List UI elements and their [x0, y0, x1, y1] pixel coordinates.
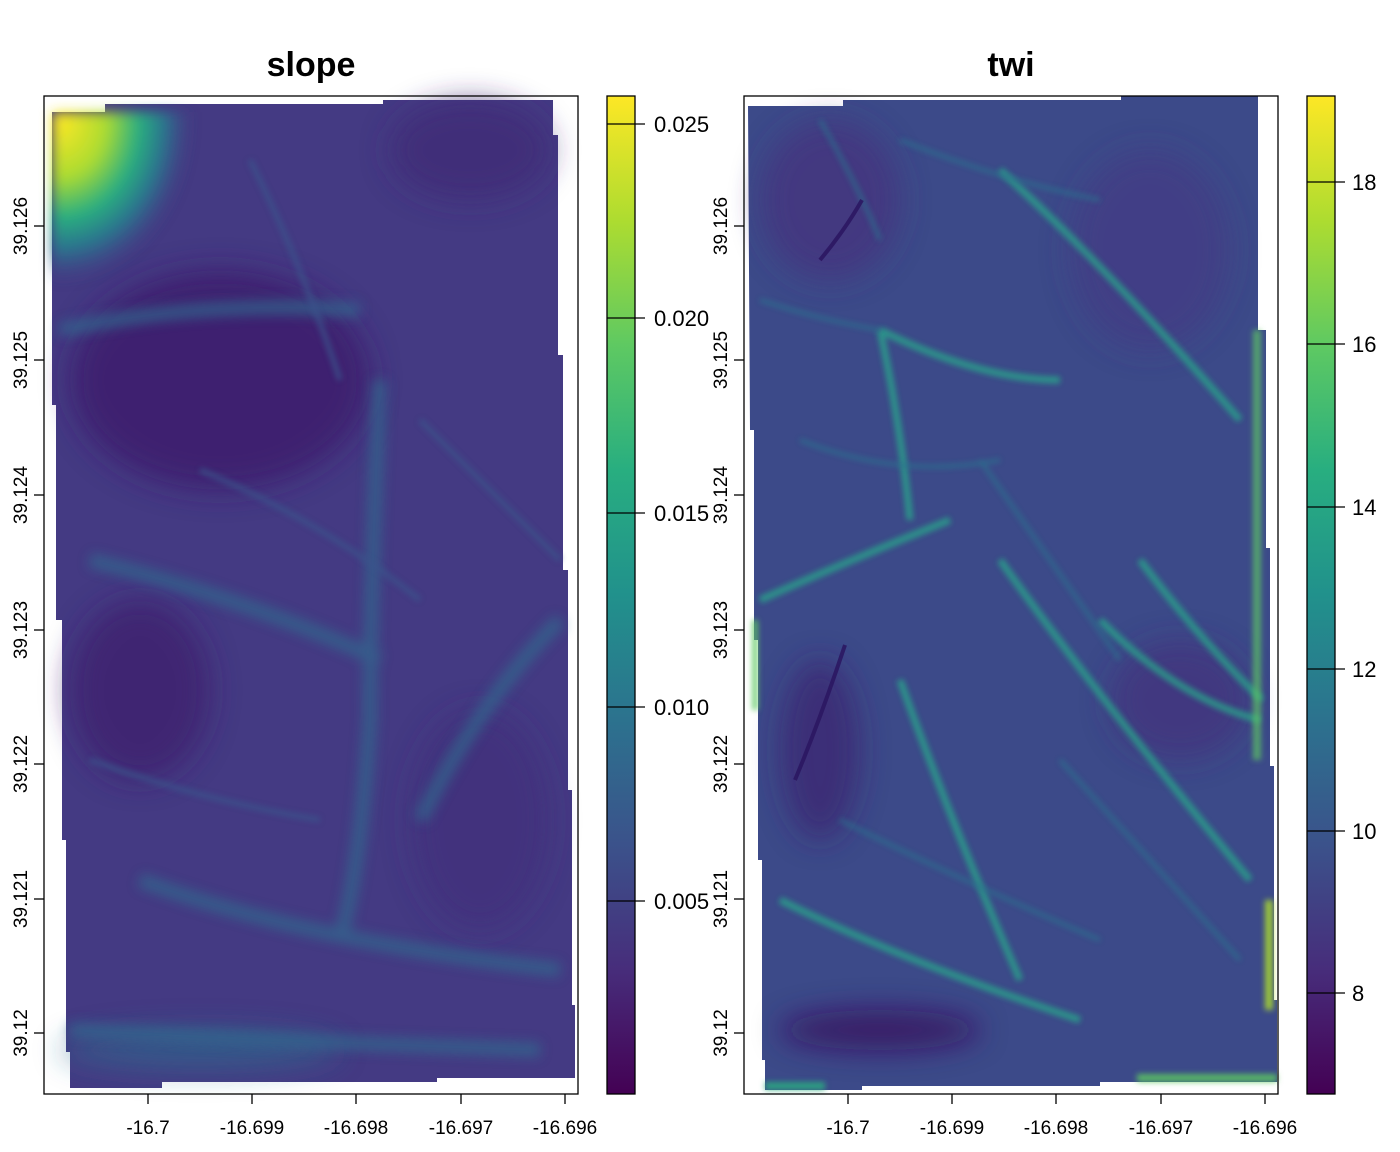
colorbar-tick-label: 10 [1352, 819, 1376, 844]
y-axis: 39.12 39.121 39.122 39.123 39.124 39.125… [11, 197, 44, 1057]
y-tick-label: 39.12 [11, 1009, 32, 1057]
y-tick-label: 39.12 [711, 1009, 732, 1057]
raster-slope [52, 100, 575, 1088]
y-tick-label: 39.125 [11, 331, 32, 389]
y-tick-label: 39.121 [11, 870, 32, 928]
y-tick-label: 39.124 [711, 466, 732, 525]
x-tick-label: -16.696 [533, 1118, 597, 1139]
axes-twi: -16.7 -16.699 -16.698 -16.697 -16.696 39… [711, 95, 1297, 1139]
raster-twi [748, 96, 1277, 1090]
x-tick-label: -16.698 [1024, 1118, 1088, 1139]
colorbar-tick-label: 14 [1352, 495, 1376, 520]
colorbar-tick-label: 0.015 [654, 501, 709, 526]
x-axis: -16.7 -16.699 -16.698 -16.697 -16.696 [826, 1094, 1297, 1139]
x-tick-label: -16.698 [324, 1118, 388, 1139]
axes-slope: -16.7 -16.699 -16.698 -16.697 -16.696 39… [11, 95, 597, 1139]
x-tick-label: -16.697 [1129, 1118, 1193, 1139]
colorbar-slope: 0.005 0.010 0.015 0.020 0.025 [606, 95, 709, 1095]
y-tick-label: 39.122 [11, 735, 32, 793]
colorbar-tick-label: 16 [1352, 332, 1376, 357]
y-tick-label: 39.126 [711, 197, 732, 255]
y-tick-label: 39.121 [711, 870, 732, 928]
y-tick-label: 39.123 [11, 601, 32, 659]
x-tick-label: -16.696 [1233, 1118, 1297, 1139]
colorbar-tick-label: 8 [1352, 981, 1364, 1006]
x-tick-label: -16.697 [429, 1118, 493, 1139]
panel-slope: slope [11, 46, 709, 1139]
colorbar-tick-label: 0.005 [654, 889, 709, 914]
y-tick-label: 39.124 [11, 466, 32, 525]
colorbar-twi: 8 10 12 14 16 18 [1306, 95, 1376, 1095]
x-tick-label: -16.699 [220, 1118, 284, 1139]
x-axis: -16.7 -16.699 -16.698 -16.697 -16.696 [126, 1094, 597, 1139]
y-axis: 39.12 39.121 39.122 39.123 39.124 39.125… [711, 197, 744, 1057]
panel-twi: twi [711, 46, 1376, 1139]
colorbar-tick-label: 18 [1352, 170, 1376, 195]
colorbar-tick-label: 0.025 [654, 112, 709, 137]
x-tick-label: -16.699 [920, 1118, 984, 1139]
colorbar-tick-label: 12 [1352, 657, 1376, 682]
colorbar-tick-label: 0.010 [654, 695, 709, 720]
x-tick-label: -16.7 [826, 1118, 869, 1139]
y-tick-label: 39.126 [11, 197, 32, 255]
y-tick-label: 39.122 [711, 735, 732, 793]
colorbar-tick-label: 0.020 [654, 306, 709, 331]
y-tick-label: 39.125 [711, 331, 732, 389]
x-tick-label: -16.7 [126, 1118, 169, 1139]
panel-title: slope [267, 46, 356, 84]
y-tick-label: 39.123 [711, 601, 732, 659]
panel-title: twi [987, 46, 1034, 84]
